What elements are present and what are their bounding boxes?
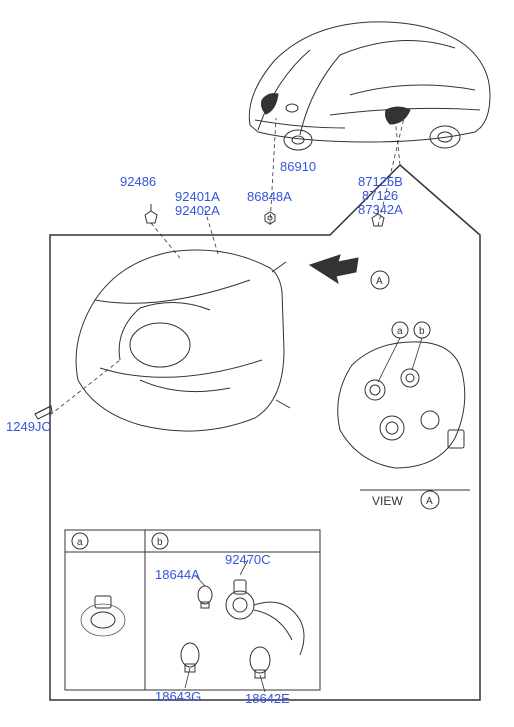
nut-86848A: [265, 212, 275, 224]
label-92470C[interactable]: 92470C: [225, 553, 271, 567]
label-18644A[interactable]: 18644A: [155, 568, 200, 582]
label-92402A[interactable]: 92402A: [175, 204, 220, 218]
svg-text:A: A: [376, 276, 383, 287]
svg-text:b: b: [419, 326, 425, 337]
rear-view-a: a b: [338, 322, 465, 468]
label-18643G[interactable]: 18643G: [155, 690, 201, 704]
svg-text:VIEW: VIEW: [372, 494, 403, 508]
main-frame: [50, 165, 480, 700]
inset-box: a b: [65, 530, 320, 690]
svg-text:a: a: [397, 326, 403, 337]
svg-text:b: b: [157, 537, 163, 548]
label-86910[interactable]: 86910: [280, 160, 316, 174]
clip-92486: [145, 204, 157, 223]
diagram-svg: A a b VIEW A a b: [0, 0, 514, 727]
label-87342A[interactable]: 87342A: [358, 203, 403, 217]
label-18642E[interactable]: 18642E: [245, 692, 290, 706]
parts-diagram-container: { "labels": { "l_92486": "92486", "l_924…: [0, 0, 514, 727]
label-92486[interactable]: 92486: [120, 175, 156, 189]
tail-lamp-assembly: [76, 250, 290, 431]
inset-a-part: [81, 596, 125, 636]
label-1249JC[interactable]: 1249JC: [6, 420, 51, 434]
svg-text:A: A: [426, 496, 433, 507]
direction-arrow: [310, 255, 358, 283]
label-86848A[interactable]: 86848A: [247, 190, 292, 204]
vehicle-illustration: [249, 22, 490, 150]
screw-1249JC: [35, 406, 52, 419]
svg-text:a: a: [77, 537, 83, 548]
inset-b-parts: [181, 580, 304, 678]
